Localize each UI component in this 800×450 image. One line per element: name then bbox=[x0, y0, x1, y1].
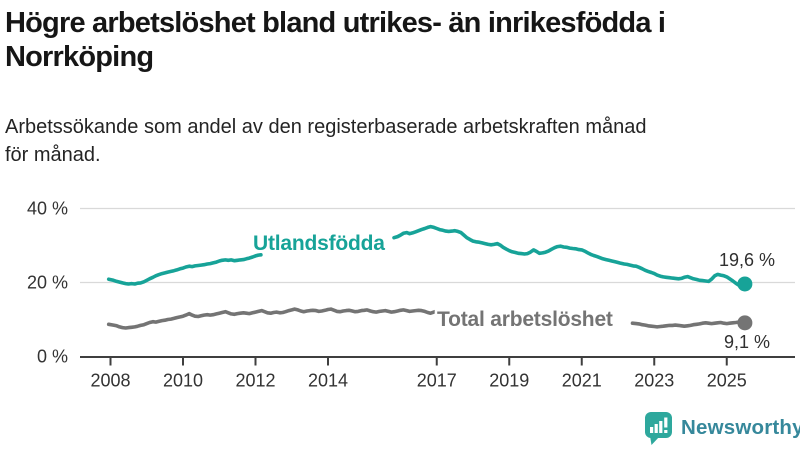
chart-title-line1: Högre arbetslöshet bland utrikes- än inr… bbox=[5, 7, 666, 39]
x-axis-label-2021: 2021 bbox=[562, 371, 602, 391]
series-line-total-arbetsl-shet-seg1 bbox=[106, 307, 439, 330]
chart-title: Högre arbetslöshet bland utrikes- än inr… bbox=[5, 6, 797, 74]
x-axis-label-2017: 2017 bbox=[417, 371, 457, 391]
y-axis-label-20: 20 % bbox=[27, 273, 68, 293]
series-end-value-total-arbetsl-shet: 9,1 % bbox=[724, 332, 770, 352]
chart-subtitle: Arbetssökande som andel av den registerb… bbox=[5, 113, 797, 169]
newsworthy-wordmark: Newsworthy bbox=[681, 416, 800, 439]
x-axis-label-2025: 2025 bbox=[707, 371, 747, 391]
series-line-utlandsf-dda-seg2 bbox=[392, 224, 747, 287]
x-axis-label-2012: 2012 bbox=[235, 371, 275, 391]
series-label-total-arbetsl-shet: Total arbetslöshet bbox=[437, 308, 613, 331]
chart-title-line2: Norrköping bbox=[5, 41, 154, 73]
line-chart-plot: 0 % 20 % 40 % 2008 2010 2012 2014 2017 2019 2021 2… bbox=[27, 199, 795, 391]
newsworthy-speech-bubble-bar-chart-icon bbox=[645, 412, 672, 445]
x-axis-label-2014: 2014 bbox=[308, 371, 348, 391]
y-axis-label-40: 40 % bbox=[27, 199, 68, 219]
series-line-total-arbetsl-shet-seg2 bbox=[630, 320, 747, 329]
series-line-utlandsf-dda-seg1 bbox=[106, 253, 263, 286]
chart-subtitle-line2: för månad. bbox=[5, 144, 101, 166]
x-axis-label-2008: 2008 bbox=[90, 371, 130, 391]
y-axis-label-0: 0 % bbox=[37, 347, 68, 367]
series-end-dot-total-arbetsl-shet bbox=[737, 315, 753, 331]
series-end-dot-utlandsf-dda bbox=[737, 276, 753, 292]
series-label-utlandsf-dda: Utlandsfödda bbox=[253, 232, 385, 255]
chart-subtitle-line1: Arbetssökande som andel av den registerb… bbox=[5, 116, 647, 138]
series-end-value-utlandsf-dda: 19,6 % bbox=[719, 250, 775, 270]
newsworthy-logo: Newsworthy bbox=[644, 411, 800, 445]
x-axis-label-2019: 2019 bbox=[489, 371, 529, 391]
x-axis-label-2023: 2023 bbox=[634, 371, 674, 391]
x-axis-label-2010: 2010 bbox=[163, 371, 203, 391]
